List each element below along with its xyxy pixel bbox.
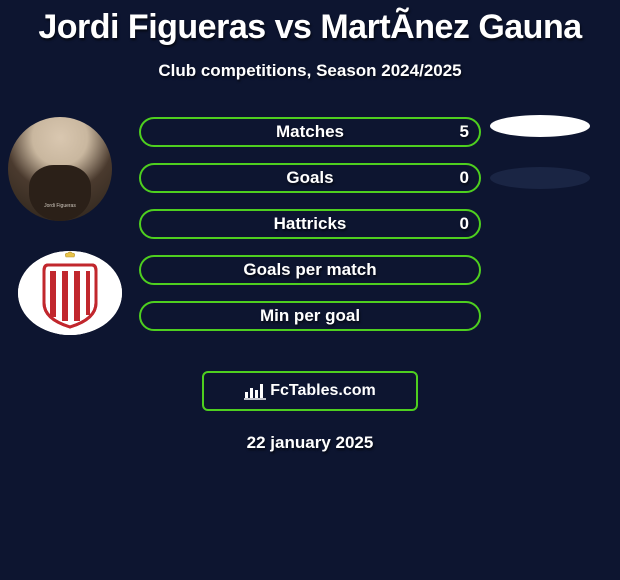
- stat-label: Goals per match: [243, 260, 376, 280]
- right-ellipses: [490, 115, 610, 219]
- date-text: 22 january 2025: [0, 433, 620, 453]
- player-photo-left: Jordi Figueras: [8, 117, 112, 221]
- stat-row-goals: Goals 0: [139, 163, 481, 193]
- stat-row-goals-per-match: Goals per match: [139, 255, 481, 285]
- comparison-area: Jordi Figueras Matches 5 Goals 0 Hattric…: [0, 109, 620, 369]
- stat-label: Min per goal: [260, 306, 360, 326]
- bar-chart-icon: [244, 382, 266, 400]
- branding-text: FcTables.com: [270, 382, 376, 400]
- stat-label: Matches: [276, 122, 344, 142]
- stat-label: Hattricks: [274, 214, 347, 234]
- ellipse-goals-right: [490, 167, 590, 189]
- photo-credit: Jordi Figueras: [44, 203, 76, 209]
- subtitle: Club competitions, Season 2024/2025: [0, 61, 620, 81]
- stat-row-min-per-goal: Min per goal: [139, 301, 481, 331]
- stat-label: Goals: [286, 168, 333, 188]
- stat-rows: Matches 5 Goals 0 Hattricks 0 Goals per …: [139, 117, 481, 347]
- page-title: Jordi Figueras vs MartÃ­nez Gauna: [0, 0, 620, 47]
- ellipse-matches-right: [490, 115, 590, 137]
- stat-value-left: 0: [460, 168, 469, 188]
- stat-value-left: 0: [460, 214, 469, 234]
- stat-row-hattricks: Hattricks 0: [139, 209, 481, 239]
- stat-row-matches: Matches 5: [139, 117, 481, 147]
- branding-box: FcTables.com: [202, 371, 418, 411]
- stat-value-left: 5: [460, 122, 469, 142]
- club-badge-left: [18, 251, 122, 335]
